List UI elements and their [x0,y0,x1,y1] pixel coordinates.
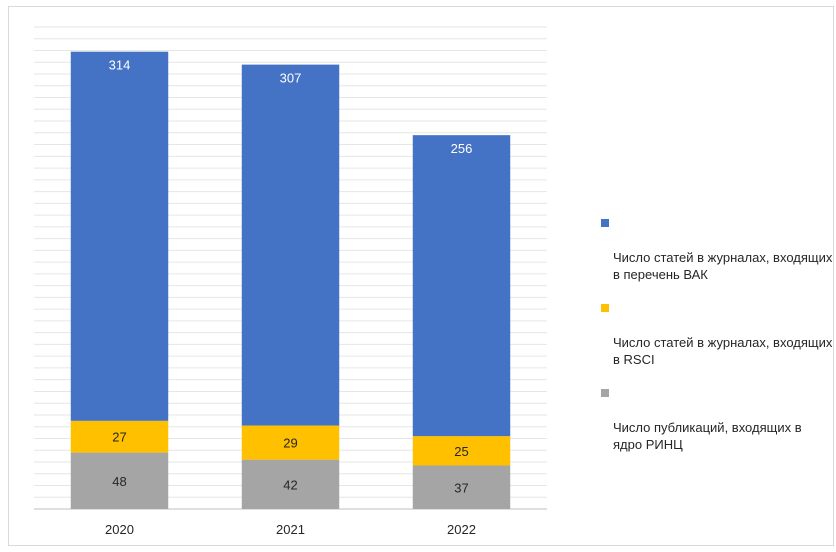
bar-2021-series-2 [241,64,340,426]
data-label: 314 [109,58,131,73]
x-tick-label: 2020 [105,522,134,537]
legend-item-vak: Число статей в журналах, входящих в пере… [601,215,833,283]
stacked-bar-chart: 48 27 314 42 29 307 37 25 256 2020 2021 2022 [34,26,547,537]
bars [70,51,511,509]
data-label: 42 [283,477,297,492]
legend-label-vak: Число статей в журналах, входящих в пере… [613,250,833,282]
legend-swatch-vak [601,219,609,227]
x-axis-ticks: 2020 2021 2022 [105,522,476,537]
legend: Число статей в журналах, входящих в пере… [601,215,833,470]
legend-swatch-rsci [601,304,609,312]
data-label: 48 [112,474,126,489]
bar-2022-series-2 [412,135,511,437]
legend-label-rinc: Число публикаций, входящих в ядро РИНЦ [613,420,802,452]
bar-2020-series-0 [70,452,169,509]
data-label: 307 [280,71,302,86]
data-labels: 48 27 314 42 29 307 37 25 256 [109,58,473,496]
x-tick-label: 2021 [276,522,305,537]
chart-frame: 48 27 314 42 29 307 37 25 256 2020 2021 2022 Число… [8,6,834,546]
bar-2020-series-2 [70,51,169,421]
data-label: 256 [451,141,473,156]
bar-2022-series-0 [412,465,511,509]
x-tick-label: 2022 [447,522,476,537]
legend-item-rinc: Число публикаций, входящих в ядро РИНЦ [601,385,833,453]
legend-swatch-rinc [601,389,609,397]
bar-2021-series-0 [241,459,340,509]
legend-label-rsci: Число статей в журналах, входящих в RSCI [613,335,833,367]
data-label: 37 [454,480,468,495]
data-label: 27 [112,430,126,445]
data-label: 29 [283,436,297,451]
bar-2021-series-1 [241,425,340,460]
data-label: 25 [454,444,468,459]
bar-2022-series-1 [412,436,511,466]
bar-2020-series-1 [70,420,169,453]
legend-item-rsci: Число статей в журналах, входящих в RSCI [601,300,833,368]
